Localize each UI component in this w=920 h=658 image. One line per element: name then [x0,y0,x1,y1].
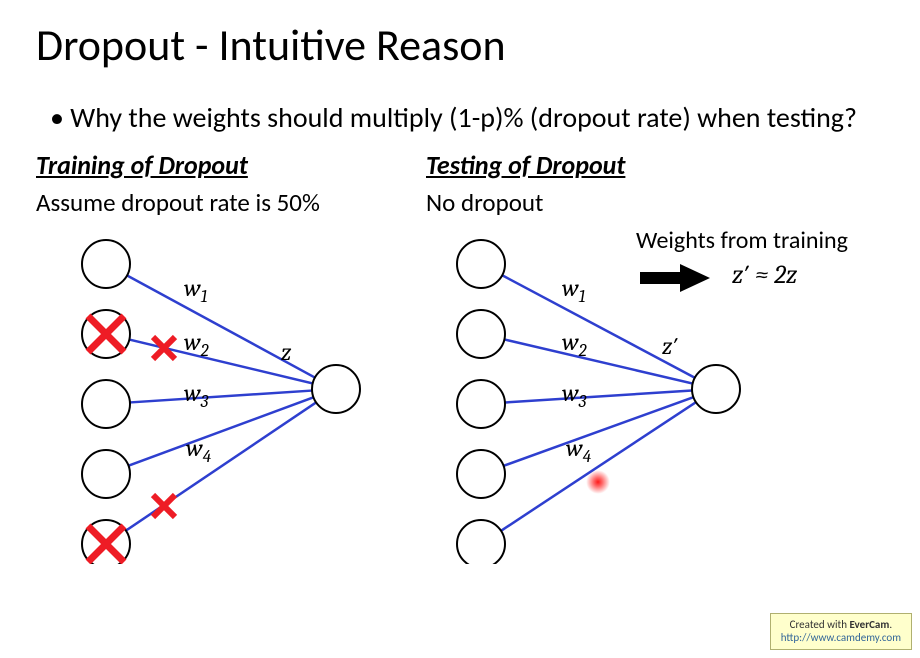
training-diagram: w1 w2 w3 w4 z [36,224,396,554]
training-svg [36,224,396,564]
columns: Training of Dropout Assume dropout rate … [36,149,884,579]
evercam-badge: Created with EverCam. http://www.camdemy… [770,613,912,651]
training-subtext: Assume dropout rate is 50% [36,187,396,218]
training-header: Training of Dropout [36,149,396,181]
arrow-icon [640,264,710,292]
badge-prefix: Created with [790,618,850,631]
w2-label: w2 [184,328,209,361]
w4-label: w4 [186,434,211,467]
w3-label: w3 [184,379,208,412]
testing-subtext: No dropout [426,187,886,218]
z-label: z [281,338,291,366]
approx-label: z′ ≈ 2z [732,260,797,290]
rw4-label: w4 [566,434,591,467]
w1-label: w1 [184,274,207,307]
bullet-content: Why the weights should multiply (1-p)% (… [50,100,857,135]
badge-brand: EverCam [849,618,889,631]
left-column: Training of Dropout Assume dropout rate … [36,149,406,554]
rw2-label: w2 [562,328,587,361]
badge-url: http://www.camdemy.com [781,631,901,644]
bullet-text: Why the weights should multiply (1-p)% (… [50,100,884,135]
rw1-label: w1 [562,274,585,307]
testing-header: Testing of Dropout [426,149,886,181]
rw3-label: w3 [562,379,586,412]
zprime-label: z′ [662,332,678,360]
right-column: Testing of Dropout No dropout w1 w2 w3 w… [406,149,886,554]
slide-title: Dropout - Intuitive Reason [36,18,884,72]
testing-diagram: w1 w2 w3 w4 z′ Weights from training z′ … [426,224,886,554]
weights-from-training: Weights from training [636,226,848,255]
